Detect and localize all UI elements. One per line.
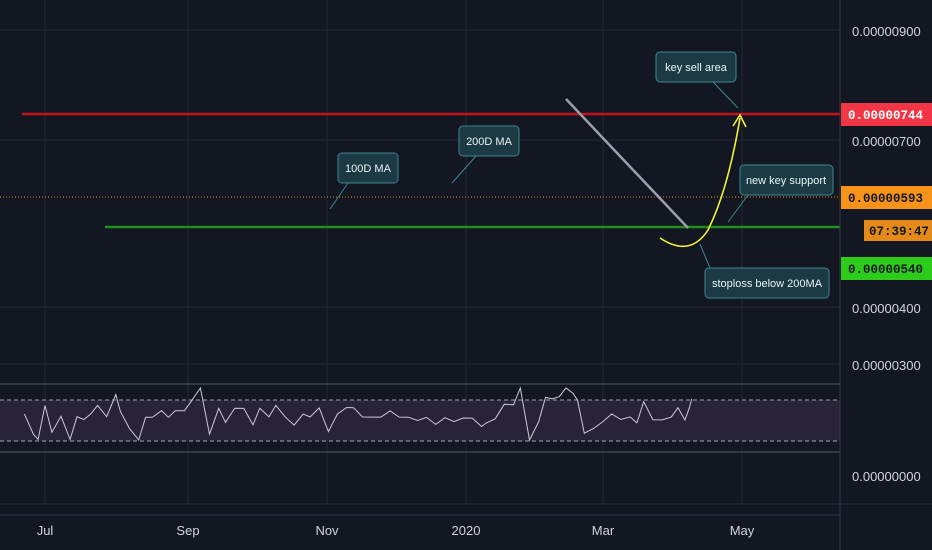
callout-new-key-support-text: new key support: [746, 175, 826, 187]
resistance-price-tag-text: 0.00000744: [848, 109, 924, 123]
resistance-price-tag: 0.00000744: [841, 103, 932, 126]
callout-key-sell-area-text: key sell area: [665, 62, 728, 74]
time-axis[interactable]: Jul Sep Nov 2020 Mar May: [37, 523, 755, 538]
x-tick-label: May: [730, 523, 755, 538]
support-price-tag: 0.00000540: [841, 257, 932, 280]
projection-path[interactable]: [659, 117, 741, 248]
projection-arrowhead: [732, 113, 747, 128]
y-tick-label: 0.00000300: [852, 358, 921, 373]
x-tick-label: Mar: [592, 523, 615, 538]
callout-200d-ma-text: 200D MA: [466, 136, 513, 148]
rsi-y-tick-label: 0.00000000: [852, 469, 921, 484]
countdown-tag-text: 07:39:47: [869, 225, 929, 239]
price-axis[interactable]: 0.00000900 0.00000700 0.00000400 0.00000…: [852, 24, 921, 484]
callout-100d-ma[interactable]: 100D MA: [329, 152, 399, 210]
trendline[interactable]: [565, 98, 689, 229]
rsi-band: [0, 400, 840, 441]
x-tick-label: Nov: [315, 523, 339, 538]
support-price-tag-text: 0.00000540: [848, 263, 923, 277]
callout-100d-ma-text: 100D MA: [345, 163, 392, 175]
x-tick-label: 2020: [452, 523, 481, 538]
callout-key-sell-area[interactable]: key sell area: [655, 51, 739, 109]
callout-stoploss[interactable]: stoploss below 200MA: [699, 243, 830, 299]
last-price-tag-text: 0.00000593: [848, 192, 923, 206]
x-tick-label: Sep: [176, 523, 199, 538]
y-tick-label: 0.00000400: [852, 301, 921, 316]
callout-stoploss-text: stoploss below 200MA: [712, 278, 823, 290]
x-tick-label: Jul: [37, 523, 54, 538]
rsi-line: [23, 386, 693, 442]
y-tick-label: 0.00000700: [852, 134, 921, 149]
callout-200d-ma[interactable]: 200D MA: [451, 125, 520, 184]
y-tick-label: 0.00000900: [852, 24, 921, 39]
countdown-tag: 07:39:47: [864, 220, 932, 241]
last-price-tag: 0.00000593: [841, 186, 932, 209]
callout-new-key-support[interactable]: new key support: [727, 164, 834, 223]
